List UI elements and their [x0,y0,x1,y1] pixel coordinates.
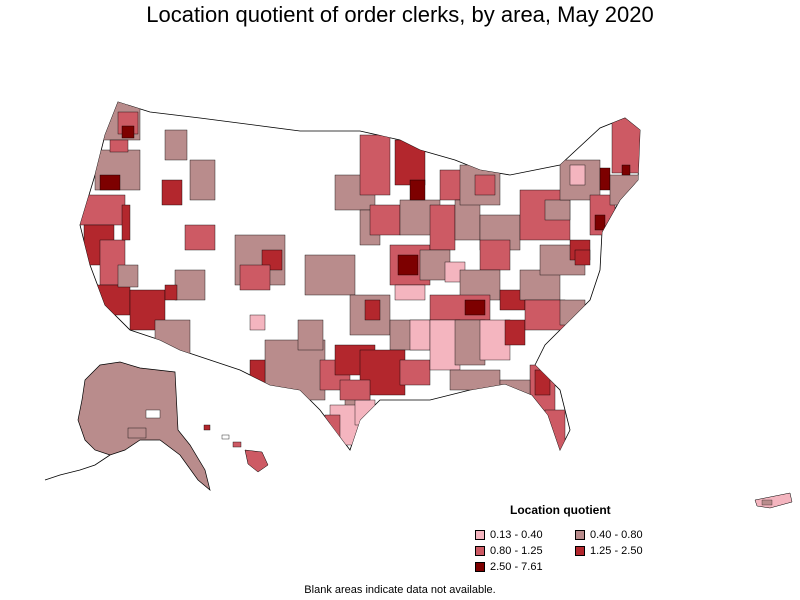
legend-swatch [475,530,485,540]
footnote: Blank areas indicate data not available. [304,584,496,596]
legend-swatch [475,546,485,556]
legend-label: 0.40 - 0.80 [590,529,643,541]
legend-item-0-13-0-40: 0.13 - 0.40 [475,528,543,542]
conus-region [79,101,641,452]
legend-label: 2.50 - 7.61 [490,561,543,573]
map-title: Location quotient of order clerks, by ar… [146,2,654,27]
legend-item-0-80-1-25: 0.80 - 1.25 [475,544,543,558]
legend-title: Location quotient [510,503,611,517]
map-legend: Location quotient 0.13 - 0.40 0.40 - 0.8… [470,503,670,583]
legend-item-0-40-0-80: 0.40 - 0.80 [575,528,643,542]
legend-item-1-25-2-50: 1.25 - 2.50 [575,544,643,558]
legend-swatch [575,530,585,540]
legend-swatch [575,546,585,556]
puerto-rico-region [754,492,793,509]
legend-label: 0.80 - 1.25 [490,545,543,557]
alaska-region [44,361,211,491]
legend-item-2-50-7-61: 2.50 - 7.61 [475,560,543,574]
legend-label: 1.25 - 2.50 [590,545,643,557]
legend-swatch [475,562,485,572]
hawaii-region [203,424,269,473]
legend-label: 0.13 - 0.40 [490,529,543,541]
